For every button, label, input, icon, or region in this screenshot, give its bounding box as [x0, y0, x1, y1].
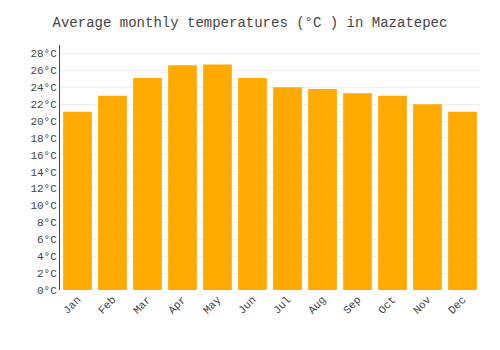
svg-text:8°C: 8°C [37, 217, 57, 229]
svg-text:Average monthly temperatures (: Average monthly temperatures (°C ) in Ma… [53, 15, 448, 31]
svg-text:Apr: Apr [166, 294, 188, 316]
svg-text:14°C: 14°C [30, 167, 57, 179]
svg-text:18°C: 18°C [30, 133, 57, 145]
svg-text:Mar: Mar [131, 294, 153, 316]
svg-text:22°C: 22°C [30, 99, 57, 111]
svg-text:Sep: Sep [341, 294, 363, 316]
svg-text:6°C: 6°C [37, 234, 57, 246]
svg-text:20°C: 20°C [30, 116, 57, 128]
svg-text:Jan: Jan [61, 294, 83, 316]
svg-text:Feb: Feb [96, 294, 118, 316]
svg-text:Oct: Oct [376, 294, 398, 316]
svg-text:28°C: 28°C [30, 48, 57, 60]
svg-text:Jul: Jul [271, 294, 293, 316]
svg-text:2°C: 2°C [37, 268, 57, 280]
svg-text:Aug: Aug [306, 294, 328, 316]
svg-text:10°C: 10°C [30, 200, 57, 212]
svg-text:May: May [201, 294, 224, 317]
svg-text:Jun: Jun [236, 294, 258, 316]
svg-text:24°C: 24°C [30, 82, 57, 94]
svg-text:26°C: 26°C [30, 65, 57, 77]
svg-text:0°C: 0°C [37, 285, 57, 297]
svg-text:16°C: 16°C [30, 150, 57, 162]
svg-text:4°C: 4°C [37, 251, 57, 263]
svg-text:12°C: 12°C [30, 183, 57, 195]
svg-text:Dec: Dec [446, 294, 468, 316]
svg-text:Nov: Nov [411, 294, 434, 317]
